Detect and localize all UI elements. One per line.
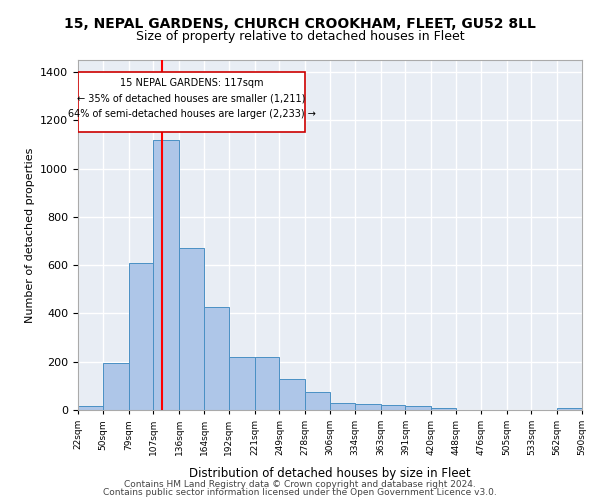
Bar (380, 405, 406, 410)
Bar (154, 140, 179, 410)
Bar (179, 248, 204, 410)
Y-axis label: Number of detached properties: Number of detached properties (25, 148, 35, 322)
Bar (557, 408, 582, 410)
Bar (254, 357, 280, 410)
X-axis label: Distribution of detached houses by size in Fleet: Distribution of detached houses by size … (189, 466, 471, 479)
Bar (355, 404, 380, 410)
Text: ← 35% of detached houses are smaller (1,211): ← 35% of detached houses are smaller (1,… (77, 94, 306, 104)
Bar (305, 392, 330, 410)
Text: Contains public sector information licensed under the Open Government Licence v3: Contains public sector information licen… (103, 488, 497, 497)
Bar (280, 378, 305, 410)
Bar (330, 403, 355, 410)
Text: 15 NEPAL GARDENS: 117sqm: 15 NEPAL GARDENS: 117sqm (120, 78, 263, 88)
Text: 64% of semi-detached houses are larger (2,233) →: 64% of semi-detached houses are larger (… (68, 110, 316, 120)
Bar (78, 406, 103, 410)
Text: Contains HM Land Registry data © Crown copyright and database right 2024.: Contains HM Land Registry data © Crown c… (124, 480, 476, 489)
Bar (128, 263, 154, 410)
Bar (103, 363, 128, 410)
Bar (406, 406, 431, 410)
Bar (431, 408, 456, 410)
Bar (229, 357, 254, 410)
Bar (204, 308, 229, 410)
Text: 15, NEPAL GARDENS, CHURCH CROOKHAM, FLEET, GU52 8LL: 15, NEPAL GARDENS, CHURCH CROOKHAM, FLEE… (64, 18, 536, 32)
FancyBboxPatch shape (78, 72, 305, 132)
Text: Size of property relative to detached houses in Fleet: Size of property relative to detached ho… (136, 30, 464, 43)
